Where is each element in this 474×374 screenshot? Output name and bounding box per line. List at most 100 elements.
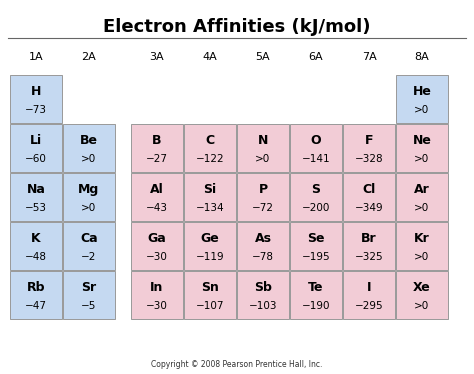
FancyBboxPatch shape <box>396 271 448 319</box>
Text: Ar: Ar <box>414 183 430 196</box>
Text: −328: −328 <box>355 154 383 163</box>
Text: 6A: 6A <box>309 52 323 62</box>
Text: Rb: Rb <box>27 281 45 294</box>
FancyBboxPatch shape <box>290 173 342 221</box>
Text: Ne: Ne <box>412 134 431 147</box>
Text: P: P <box>258 183 267 196</box>
Text: Br: Br <box>361 232 377 245</box>
Text: In: In <box>150 281 164 294</box>
Text: Cl: Cl <box>363 183 375 196</box>
FancyBboxPatch shape <box>63 222 115 270</box>
Text: Xe: Xe <box>413 281 431 294</box>
FancyBboxPatch shape <box>10 271 62 319</box>
Text: >0: >0 <box>255 154 271 163</box>
Text: −72: −72 <box>252 203 274 212</box>
Text: Ga: Ga <box>147 232 166 245</box>
FancyBboxPatch shape <box>63 124 115 172</box>
Text: S: S <box>311 183 320 196</box>
Text: B: B <box>152 134 162 147</box>
Text: Si: Si <box>203 183 217 196</box>
Text: Be: Be <box>80 134 98 147</box>
Text: Sr: Sr <box>82 281 97 294</box>
FancyBboxPatch shape <box>131 173 183 221</box>
Text: >0: >0 <box>414 252 429 261</box>
Text: Ca: Ca <box>80 232 98 245</box>
Text: >0: >0 <box>414 105 429 114</box>
Text: >0: >0 <box>414 154 429 163</box>
Text: N: N <box>258 134 268 147</box>
FancyBboxPatch shape <box>10 124 62 172</box>
FancyBboxPatch shape <box>131 271 183 319</box>
Text: Te: Te <box>308 281 324 294</box>
Text: Mg: Mg <box>78 183 100 196</box>
FancyBboxPatch shape <box>237 222 289 270</box>
FancyBboxPatch shape <box>396 173 448 221</box>
Text: Na: Na <box>27 183 46 196</box>
Text: −134: −134 <box>196 203 224 212</box>
Text: −30: −30 <box>146 252 168 261</box>
Text: −107: −107 <box>196 301 224 310</box>
Text: Li: Li <box>30 134 42 147</box>
Text: Ge: Ge <box>201 232 219 245</box>
FancyBboxPatch shape <box>131 222 183 270</box>
FancyBboxPatch shape <box>396 222 448 270</box>
FancyBboxPatch shape <box>184 222 236 270</box>
Text: 8A: 8A <box>415 52 429 62</box>
Text: Se: Se <box>307 232 325 245</box>
Text: −119: −119 <box>196 252 224 261</box>
Text: H: H <box>31 85 41 98</box>
Text: −2: −2 <box>82 252 97 261</box>
Text: −349: −349 <box>355 203 383 212</box>
Text: −122: −122 <box>196 154 224 163</box>
Text: −195: −195 <box>301 252 330 261</box>
FancyBboxPatch shape <box>343 124 395 172</box>
Text: >0: >0 <box>82 203 97 212</box>
FancyBboxPatch shape <box>290 222 342 270</box>
Text: 1A: 1A <box>29 52 43 62</box>
FancyBboxPatch shape <box>184 271 236 319</box>
Text: 7A: 7A <box>362 52 376 62</box>
Text: −60: −60 <box>25 154 47 163</box>
Text: −27: −27 <box>146 154 168 163</box>
FancyBboxPatch shape <box>131 124 183 172</box>
FancyBboxPatch shape <box>290 271 342 319</box>
FancyBboxPatch shape <box>63 271 115 319</box>
Text: O: O <box>310 134 321 147</box>
Text: −53: −53 <box>25 203 47 212</box>
FancyBboxPatch shape <box>343 271 395 319</box>
Text: −295: −295 <box>355 301 383 310</box>
Text: −48: −48 <box>25 252 47 261</box>
Text: >0: >0 <box>414 301 429 310</box>
Text: Sn: Sn <box>201 281 219 294</box>
Text: −30: −30 <box>146 301 168 310</box>
Text: >0: >0 <box>82 154 97 163</box>
FancyBboxPatch shape <box>237 124 289 172</box>
Text: −190: −190 <box>302 301 330 310</box>
Text: 2A: 2A <box>82 52 96 62</box>
Text: −47: −47 <box>25 301 47 310</box>
FancyBboxPatch shape <box>237 173 289 221</box>
Text: I: I <box>367 281 371 294</box>
Text: Copyright © 2008 Pearson Prentice Hall, Inc.: Copyright © 2008 Pearson Prentice Hall, … <box>151 360 323 369</box>
Text: Sb: Sb <box>254 281 272 294</box>
FancyBboxPatch shape <box>396 124 448 172</box>
Text: −73: −73 <box>25 105 47 114</box>
Text: 5A: 5A <box>255 52 270 62</box>
Text: K: K <box>31 232 41 245</box>
FancyBboxPatch shape <box>343 173 395 221</box>
FancyBboxPatch shape <box>10 222 62 270</box>
FancyBboxPatch shape <box>396 75 448 123</box>
Text: −200: −200 <box>302 203 330 212</box>
Text: 3A: 3A <box>150 52 164 62</box>
Text: Electron Affinities (kJ/mol): Electron Affinities (kJ/mol) <box>103 18 371 36</box>
Text: 4A: 4A <box>202 52 218 62</box>
Text: −103: −103 <box>249 301 277 310</box>
Text: As: As <box>255 232 272 245</box>
Text: −43: −43 <box>146 203 168 212</box>
Text: Al: Al <box>150 183 164 196</box>
Text: He: He <box>412 85 431 98</box>
Text: −5: −5 <box>82 301 97 310</box>
Text: −325: −325 <box>355 252 383 261</box>
FancyBboxPatch shape <box>184 124 236 172</box>
Text: Kr: Kr <box>414 232 430 245</box>
